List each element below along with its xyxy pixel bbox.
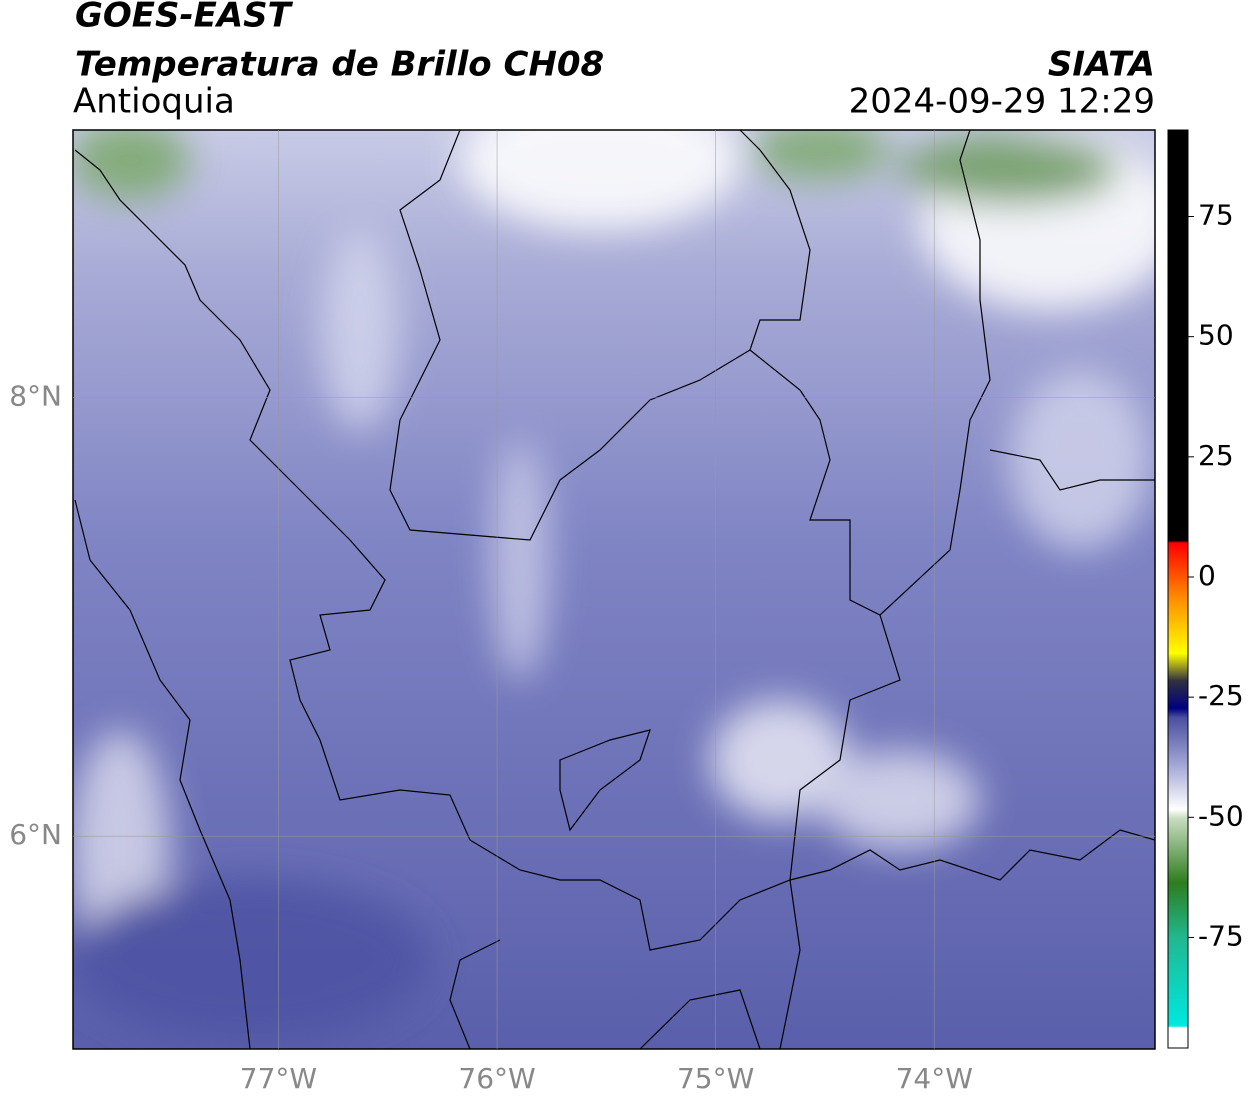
map-frame (72, 129, 1156, 1050)
x-tick-label: 74°W (896, 1062, 973, 1095)
datetime: 2024-09-29 12:29 (849, 82, 1155, 122)
x-tick-label: 77°W (240, 1062, 317, 1095)
colorbar-tick-label: -75 (1198, 919, 1244, 952)
map (73, 130, 1155, 1049)
title: GOES-EAST (75, 0, 294, 36)
subtitle: Temperatura de Brillo CH08 (75, 45, 604, 85)
colorbar (1167, 129, 1189, 1049)
colorbar-tick-label: -50 (1198, 799, 1244, 832)
colorbar-tick-label: 75 (1198, 199, 1234, 232)
region: Antioquia (73, 82, 235, 122)
colorbar-tick-label: -25 (1198, 679, 1244, 712)
x-tick-label: 76°W (458, 1062, 535, 1095)
y-tick-label: 8°N (9, 380, 62, 413)
y-tick-label: 6°N (9, 818, 62, 851)
source: SIATA (1048, 45, 1155, 85)
colorbar-tick-label: 25 (1198, 439, 1234, 472)
colorbar-tick-label: 50 (1198, 319, 1234, 352)
colorbar-tick-label: 0 (1198, 559, 1216, 592)
x-tick-label: 75°W (677, 1062, 754, 1095)
